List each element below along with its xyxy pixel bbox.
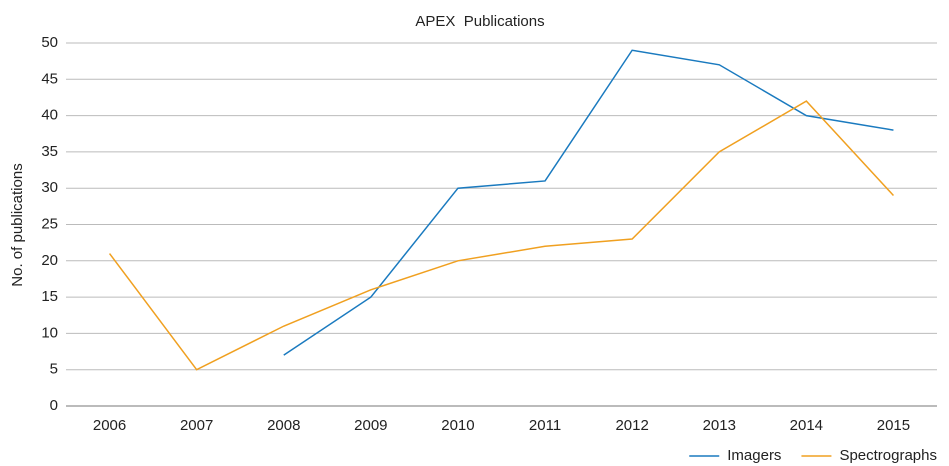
x-tick-label: 2015 (877, 417, 910, 434)
y-tick-label: 35 (41, 143, 58, 160)
y-tick-label: 30 (41, 179, 58, 196)
y-tick-label: 5 (50, 361, 58, 378)
y-tick-label: 50 (41, 34, 58, 51)
y-tick-label: 10 (41, 324, 58, 341)
x-tick-label: 2013 (703, 417, 736, 434)
y-tick-label: 25 (41, 215, 58, 232)
x-tick-label: 2010 (441, 417, 474, 434)
x-tick-label: 2006 (93, 417, 126, 434)
x-tick-label: 2014 (790, 417, 823, 434)
chart-title: APEX Publications (415, 13, 544, 30)
y-tick-label: 0 (50, 397, 58, 414)
x-tick-label: 2012 (615, 417, 648, 434)
y-tick-label: 20 (41, 252, 58, 269)
x-tick-label: 2009 (354, 417, 387, 434)
x-tick-label: 2007 (180, 417, 213, 434)
series-line (283, 49, 894, 356)
legend-label: Spectrographs (839, 447, 937, 464)
series-line (108, 100, 895, 371)
x-tick-label: 2008 (267, 417, 300, 434)
x-tick-label: 2011 (529, 417, 561, 434)
y-tick-label: 45 (41, 70, 58, 87)
y-tick-label: 15 (41, 288, 58, 305)
y-axis-label: No. of publications (9, 163, 26, 286)
legend-label: Imagers (727, 447, 781, 464)
y-tick-label: 40 (41, 107, 58, 124)
